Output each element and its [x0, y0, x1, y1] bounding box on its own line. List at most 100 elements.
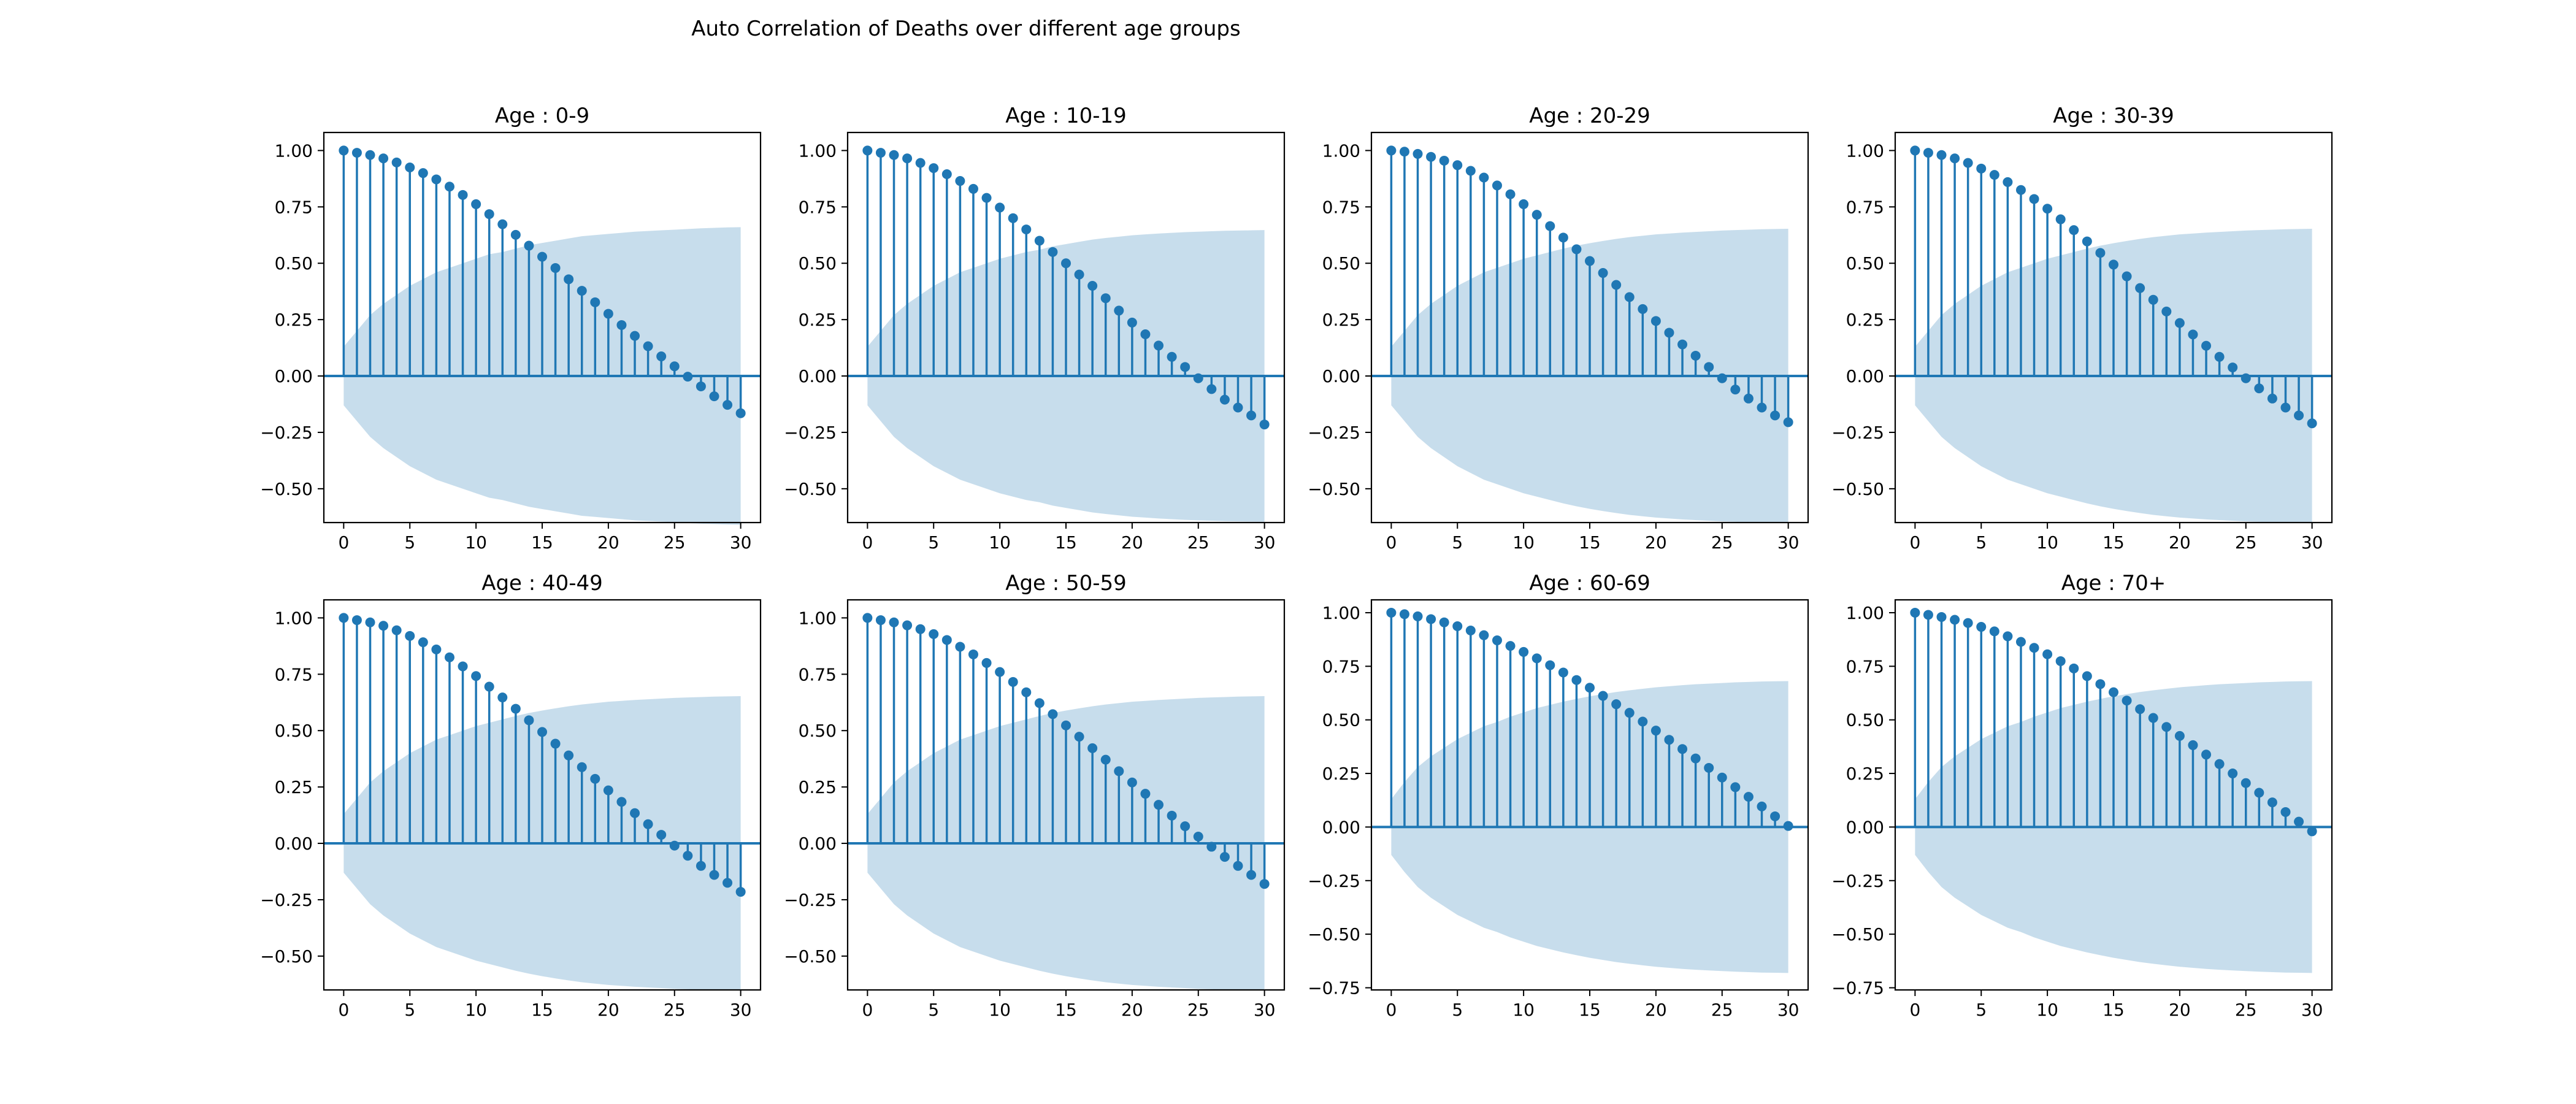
y-tick-label: −0.50 — [1831, 479, 1884, 499]
y-tick-label: 1.00 — [275, 140, 313, 161]
acf-point — [735, 408, 746, 418]
acf-point — [1704, 762, 1714, 773]
acf-point — [1219, 394, 1230, 405]
acf-point — [1950, 153, 1960, 164]
acf-point — [1048, 709, 1058, 719]
acf-point — [723, 400, 733, 410]
acf-point — [669, 361, 680, 372]
acf-point — [1034, 236, 1045, 246]
y-tick-label: 1.00 — [1322, 603, 1360, 623]
x-tick-label: 20 — [2169, 1000, 2191, 1020]
acf-point — [1008, 677, 1018, 687]
acf-point — [1219, 852, 1230, 862]
x-tick-label: 15 — [531, 1000, 553, 1020]
y-tick-label: 0.00 — [1846, 366, 1884, 386]
acf-point — [2214, 351, 2225, 362]
acf-point — [1770, 410, 1781, 421]
x-tick-label: 20 — [597, 532, 619, 553]
y-tick-label: 0.75 — [1322, 656, 1360, 677]
acf-point — [1531, 653, 1542, 664]
acf-point — [955, 642, 965, 652]
acf-point — [902, 153, 913, 164]
acf-point — [1465, 166, 1476, 176]
acf-point — [1154, 340, 1164, 351]
acf-point — [537, 727, 547, 737]
acf-point — [1638, 716, 1648, 727]
x-tick-label: 0 — [1909, 532, 1920, 553]
y-tick-label: −0.75 — [1308, 978, 1360, 999]
acf-point — [471, 671, 481, 681]
x-tick-label: 0 — [338, 1000, 349, 1020]
y-tick-label: 1.00 — [1322, 140, 1360, 161]
acf-point — [1074, 269, 1084, 280]
acf-point — [683, 851, 693, 861]
acf-point — [1439, 155, 1449, 166]
acf-point — [683, 372, 693, 382]
acf-point — [378, 621, 389, 631]
subplot-grid: 0 5 10 15 20 25 30 −0.50 −0.25 0.00 0.25 0.50 0.75 1.… — [260, 104, 2333, 1020]
acf-point — [616, 797, 627, 807]
x-tick-label: 0 — [1909, 1000, 1920, 1020]
acf-point — [2307, 418, 2317, 429]
subplot-title: Age : 70+ — [2061, 571, 2166, 596]
x-tick-label: 20 — [597, 1000, 619, 1020]
x-tick-label: 0 — [862, 532, 873, 553]
acf-point — [2109, 259, 2118, 270]
acf-point — [2029, 643, 2039, 653]
x-tick-label: 20 — [1645, 1000, 1667, 1020]
y-tick-label: −0.50 — [260, 479, 313, 499]
acf-point — [1180, 362, 1190, 372]
subplot-0: 0 5 10 15 20 25 30 −0.50 −0.25 0.00 0.25 0.50 0.75 1.… — [260, 104, 762, 553]
x-tick-label: 30 — [1777, 1000, 1800, 1020]
acf-point — [418, 637, 428, 648]
acf-point — [1650, 726, 1661, 736]
acf-point — [1505, 641, 1516, 651]
acf-point — [391, 625, 402, 635]
acf-point — [2307, 826, 2317, 837]
acf-point — [1704, 362, 1714, 372]
acf-point — [524, 240, 534, 251]
acf-point — [981, 657, 992, 668]
acf-point — [1611, 699, 1622, 710]
y-tick-label: 0.00 — [1322, 366, 1360, 386]
acf-point — [2095, 679, 2106, 689]
acf-point — [405, 162, 415, 172]
acf-point — [577, 762, 587, 772]
y-tick-label: 0.25 — [1846, 310, 1884, 330]
acf-point — [2055, 214, 2066, 224]
acf-point — [1677, 339, 1688, 350]
acf-point — [1989, 170, 1999, 180]
acf-point — [2174, 730, 2185, 741]
acf-point — [2254, 383, 2264, 394]
acf-point — [2122, 696, 2132, 706]
y-tick-label: 0.25 — [275, 777, 313, 797]
acf-point — [1140, 329, 1151, 340]
acf-point — [391, 157, 402, 167]
acf-point — [1233, 861, 1243, 871]
y-tick-label: 0.75 — [275, 197, 313, 217]
acf-point — [1505, 189, 1516, 199]
acf-point — [1976, 163, 1987, 174]
x-tick-label: 30 — [1254, 1000, 1276, 1020]
acf-point — [1479, 630, 1489, 640]
acf-point — [656, 830, 667, 840]
acf-point — [1545, 221, 1555, 231]
acf-point — [484, 681, 494, 692]
acf-point — [1757, 801, 1767, 811]
x-tick-label: 25 — [664, 532, 686, 553]
acf-point — [696, 861, 706, 871]
acf-point — [590, 297, 600, 307]
acf-point — [2082, 236, 2092, 247]
acf-point — [1717, 772, 1727, 783]
acf-point — [630, 808, 640, 818]
y-tick-label: −0.25 — [784, 890, 837, 910]
acf-point — [1074, 732, 1084, 742]
x-tick-label: 15 — [2103, 1000, 2125, 1020]
subplot-title: Age : 50-59 — [1005, 571, 1127, 596]
acf-point — [431, 644, 442, 654]
x-tick-label: 10 — [2036, 532, 2058, 553]
acf-point — [444, 182, 454, 192]
acf-point — [1558, 667, 1568, 678]
acf-point — [2241, 373, 2251, 383]
acf-point — [1034, 698, 1045, 708]
